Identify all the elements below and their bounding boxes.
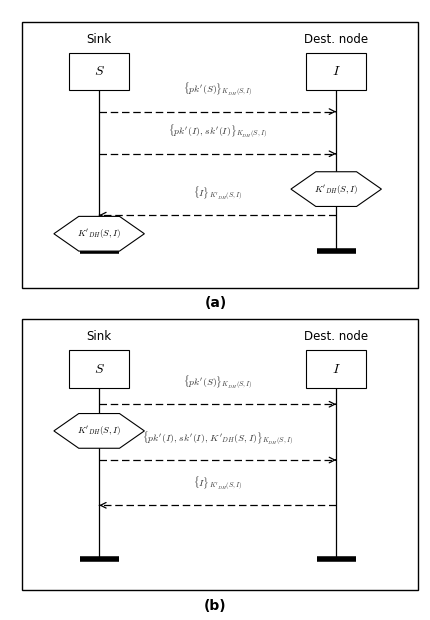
- Text: (b): (b): [204, 598, 226, 613]
- Bar: [69, 53, 129, 90]
- Text: $K'_{DH}(S,I)$: $K'_{DH}(S,I)$: [77, 425, 121, 437]
- Text: Sink: Sink: [86, 330, 111, 343]
- Text: $\{I\}_{K'_{DH}(S,I)}$: $\{I\}_{K'_{DH}(S,I)}$: [192, 184, 242, 203]
- Text: $\{I\}_{K'_{DH}(S,I)}$: $\{I\}_{K'_{DH}(S,I)}$: [192, 474, 242, 493]
- Text: Dest. node: Dest. node: [304, 330, 367, 343]
- Bar: [305, 350, 366, 388]
- Text: $\{pk'(I),\,sk'(I)\}_{K_{DH}(S,I)}$: $\{pk'(I),\,sk'(I)\}_{K_{DH}(S,I)}$: [168, 123, 267, 141]
- Text: $\{pk'(I),\,sk'(I),\,K'_{DH}(S,I)\}_{K_{DH}(S,I)}$: $\{pk'(I),\,sk'(I),\,K'_{DH}(S,I)\}_{K_{…: [142, 429, 292, 448]
- Bar: [22, 22, 417, 288]
- Polygon shape: [290, 172, 381, 206]
- Text: Dest. node: Dest. node: [304, 33, 367, 45]
- Text: $\{pk'(S)\}_{K_{DH}(S,I)}$: $\{pk'(S)\}_{K_{DH}(S,I)}$: [182, 373, 252, 392]
- Bar: [69, 350, 129, 388]
- Text: $I$: $I$: [331, 362, 340, 376]
- Text: $K'_{DH}(S,I)$: $K'_{DH}(S,I)$: [77, 228, 121, 240]
- Polygon shape: [54, 414, 144, 448]
- Text: $I$: $I$: [331, 64, 340, 78]
- Text: Sink: Sink: [86, 33, 111, 45]
- Text: $S$: $S$: [93, 362, 104, 376]
- Bar: [305, 53, 366, 90]
- Polygon shape: [54, 216, 144, 251]
- Text: $K'_{DH}(S,I)$: $K'_{DH}(S,I)$: [313, 183, 357, 195]
- Bar: [22, 319, 417, 590]
- Text: (a): (a): [204, 296, 226, 310]
- Text: $S$: $S$: [93, 64, 104, 78]
- Text: $\{pk'(S)\}_{K_{DH}(S,I)}$: $\{pk'(S)\}_{K_{DH}(S,I)}$: [182, 81, 252, 99]
